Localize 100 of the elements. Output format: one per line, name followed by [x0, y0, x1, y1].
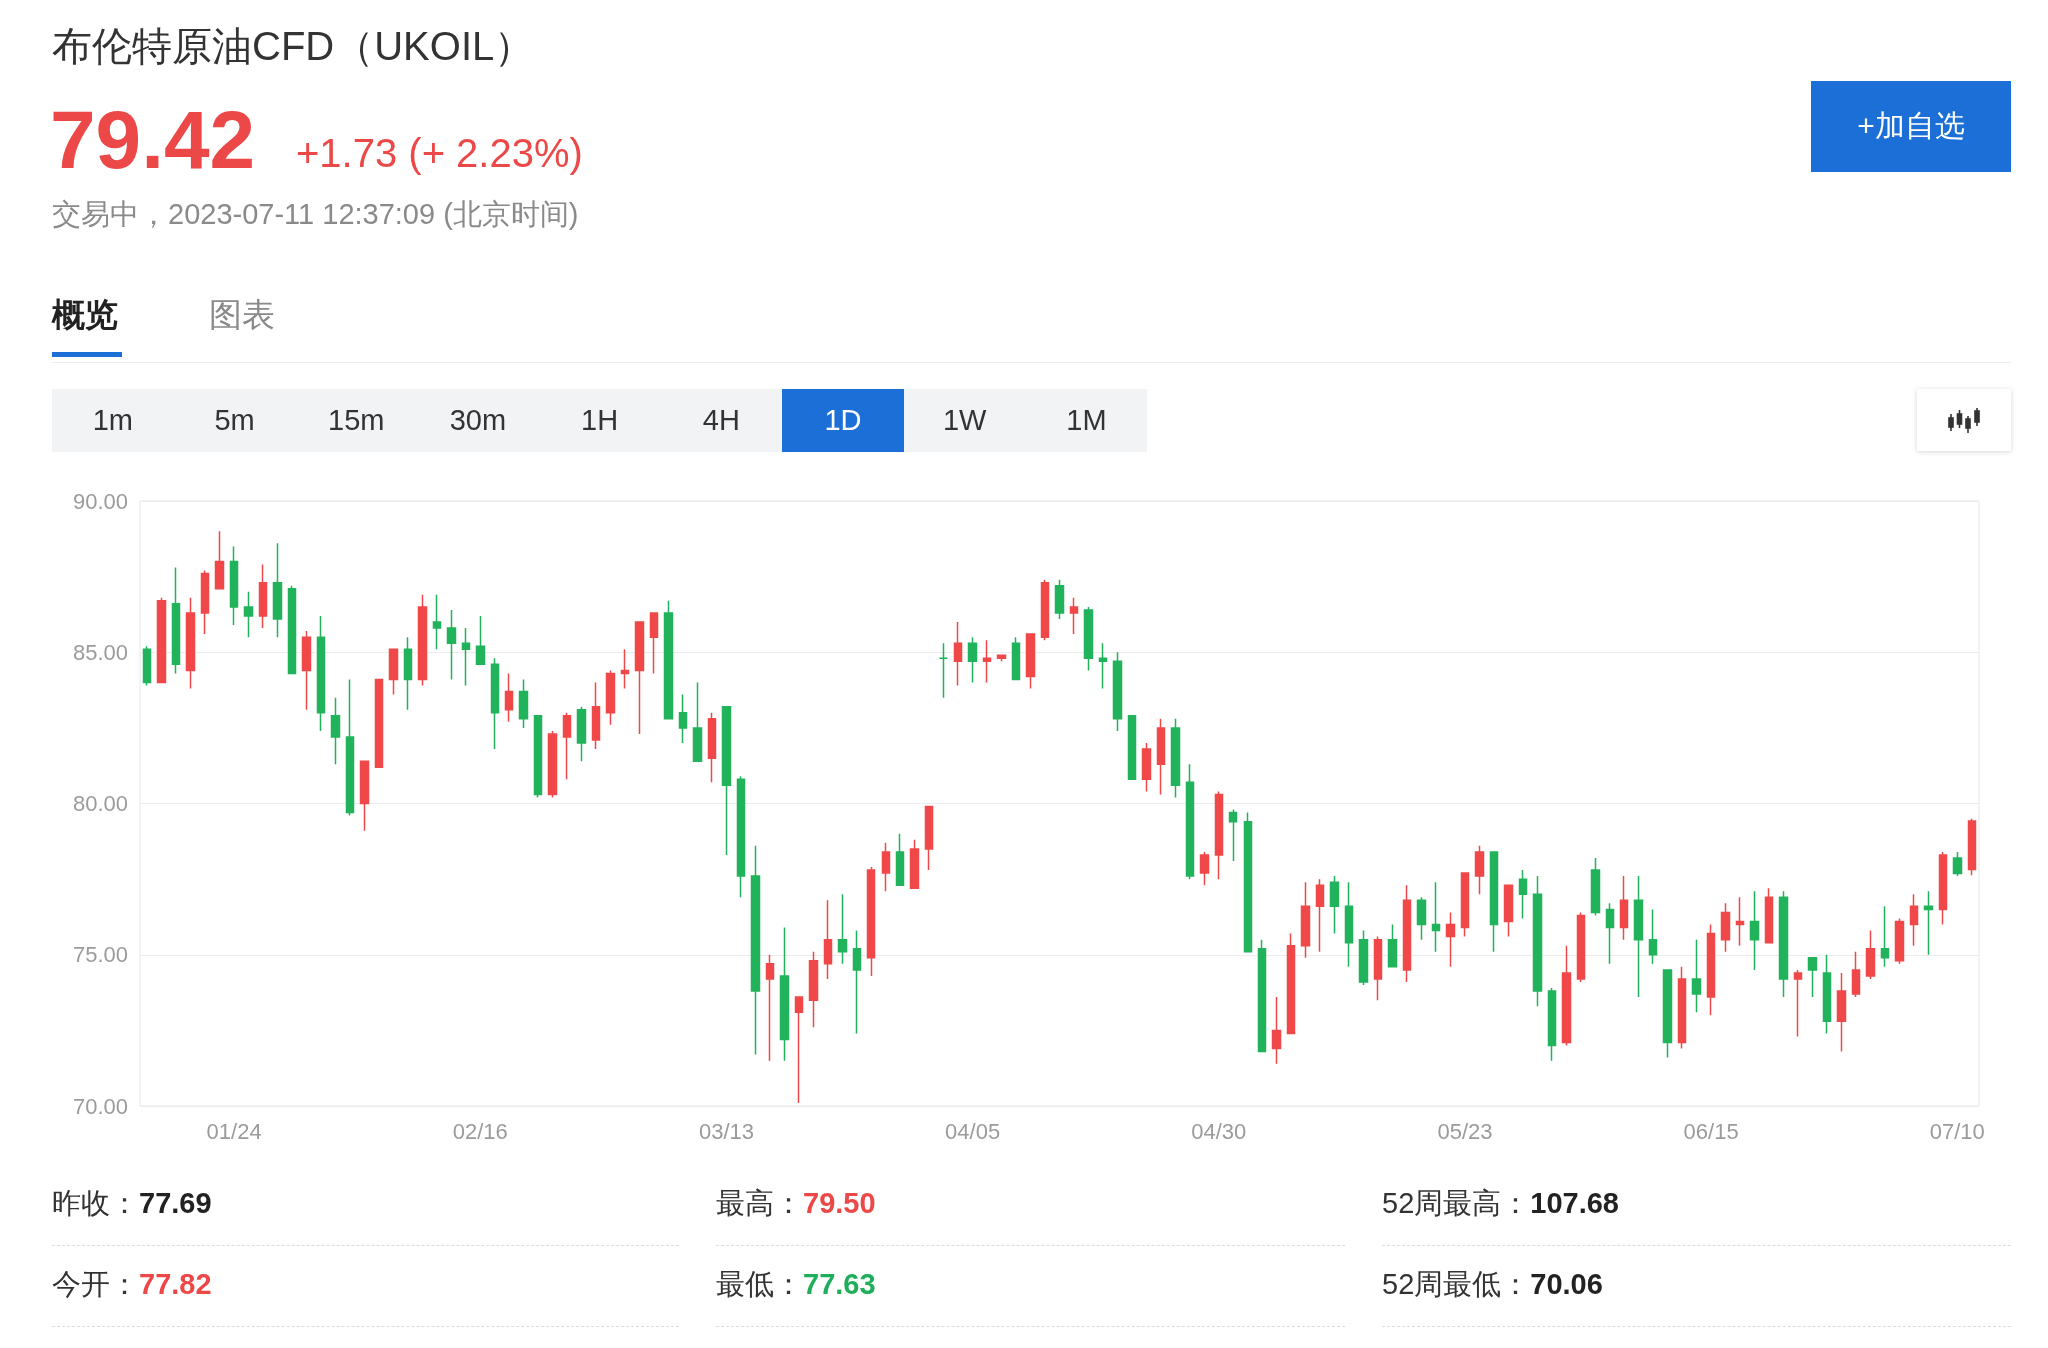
candlestick: [1387, 923, 1398, 968]
candlestick: [678, 693, 688, 744]
candlestick: [1706, 923, 1716, 1016]
candlestick: [243, 591, 254, 638]
candlestick: [794, 996, 804, 1104]
candlestick: [432, 594, 442, 650]
candlestick: [185, 597, 196, 690]
candlestick: [1518, 869, 1528, 920]
y-tick-label: 70.00: [72, 1093, 128, 1119]
candlestick: [1735, 896, 1745, 947]
candlestick: [692, 681, 703, 762]
candlestick: [1083, 606, 1094, 672]
candlestick: [1662, 969, 1673, 1059]
text: 77.63: [803, 1268, 876, 1300]
x-tick-label: 02/16: [452, 1118, 508, 1144]
candlestick: [1040, 578, 1050, 641]
candlestick: [605, 669, 616, 726]
candlestick: [1561, 944, 1572, 1047]
candlestick: [663, 600, 674, 720]
text: 77.69: [139, 1187, 212, 1219]
candlestick: [1909, 893, 1919, 947]
candlestick: [953, 621, 963, 687]
candlestick: [924, 805, 934, 871]
candlestick: [620, 648, 630, 690]
candlestick: [1243, 811, 1253, 953]
candlestick: [736, 775, 746, 899]
candlestick: [1648, 908, 1658, 965]
candlestick: [1300, 881, 1311, 959]
candlestick: [1460, 872, 1470, 938]
candlestick: [1228, 808, 1238, 862]
candlestick: [287, 584, 297, 675]
candlestick: [765, 954, 775, 1062]
candlestick: [982, 639, 992, 684]
candlestick: [403, 636, 413, 711]
candlestick: [1503, 884, 1514, 938]
x-tick-label: 01/24: [206, 1118, 262, 1144]
candlestick: [417, 594, 428, 687]
candlestick: [1807, 957, 1818, 998]
candlestick: [272, 542, 283, 638]
candlestick: [1952, 851, 1963, 877]
candlestick: [649, 612, 659, 675]
candlestick: [330, 696, 341, 765]
candlestick: [866, 866, 876, 977]
candlestick: [1069, 597, 1079, 635]
candlestick: [446, 609, 457, 681]
candlestick: [1344, 881, 1354, 968]
candlestick: [1257, 938, 1267, 1053]
candlestick: [808, 950, 819, 1029]
candlestick: [142, 645, 152, 687]
candlestick: [1605, 902, 1615, 965]
candlestick: [1025, 633, 1036, 690]
candlestick: [316, 615, 326, 732]
candlestick: [591, 681, 601, 750]
x-tick-label: 06/15: [1683, 1118, 1739, 1144]
candlestick: [1677, 966, 1687, 1050]
text: 1W: [942, 404, 987, 437]
selected-button: 1D: [782, 389, 904, 452]
candlestick: [547, 730, 558, 799]
candlestick: [1112, 651, 1123, 732]
candlestick: [1938, 851, 1948, 926]
candlestick: [1271, 996, 1282, 1065]
candlestick: [214, 530, 225, 590]
candlestick: [1170, 718, 1181, 799]
candlestick: [707, 712, 717, 784]
text: 今开：: [52, 1268, 139, 1300]
candlestick: [1156, 718, 1166, 796]
candlestick: [1098, 642, 1108, 690]
candlestick: [171, 566, 181, 675]
candlestick: [1749, 890, 1760, 971]
candlestick: [1185, 763, 1195, 880]
candlestick: [1836, 972, 1847, 1053]
text: 4H: [702, 404, 740, 437]
candlestick: [779, 926, 790, 1062]
text: 5m: [214, 404, 255, 437]
candlestick: [156, 597, 167, 684]
candlestick: [1474, 845, 1485, 895]
candlestick: [881, 842, 891, 892]
text: +1.73 (+ 2.23%): [296, 130, 583, 176]
y-tick-label: 90.00: [72, 488, 128, 514]
candlestick: [1199, 851, 1210, 886]
candlestick: [1720, 902, 1731, 953]
candlestick: [374, 678, 384, 768]
text: 交易中，2023-07-11 12:37:09 (北京时间): [52, 197, 579, 231]
candlestick: [852, 929, 862, 1035]
candlestick: [1416, 896, 1427, 941]
x-tick-label: 07/10: [1929, 1118, 1985, 1144]
text: 概览: [52, 296, 118, 334]
y-tick-label: 85.00: [72, 639, 128, 665]
candlestick: [1011, 636, 1021, 681]
candlestick: [1431, 881, 1441, 953]
text: 79.50: [803, 1187, 876, 1219]
x-tick-label: 05/23: [1437, 1118, 1493, 1144]
candlestick: [576, 705, 587, 762]
candlestick: [1127, 715, 1137, 781]
text: 52周最低：: [1382, 1268, 1531, 1300]
y-tick-label: 80.00: [72, 791, 128, 816]
candlestick: [837, 893, 848, 965]
candlestick: [938, 642, 949, 699]
candlestick: [1547, 987, 1557, 1062]
candlestick: [229, 545, 239, 626]
